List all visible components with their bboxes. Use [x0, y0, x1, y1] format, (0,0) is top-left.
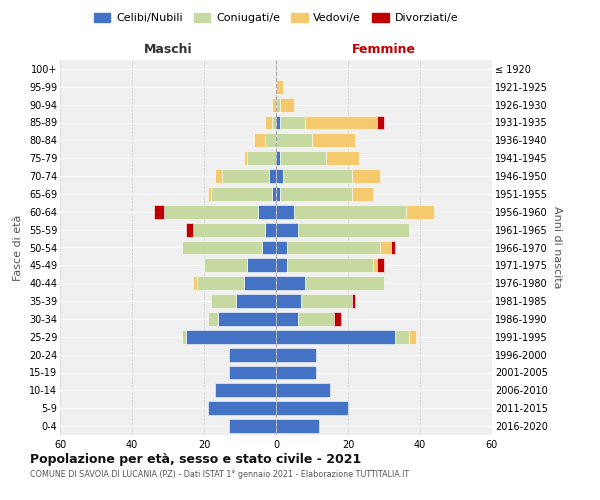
- Legend: Celibi/Nubili, Coniugati/e, Vedovi/e, Divorziati/e: Celibi/Nubili, Coniugati/e, Vedovi/e, Di…: [89, 8, 463, 28]
- Bar: [352, 294, 355, 308]
- Bar: [215, 169, 222, 183]
- Bar: [276, 366, 316, 380]
- Bar: [229, 348, 276, 362]
- Bar: [298, 312, 334, 326]
- Text: Femmine: Femmine: [352, 44, 416, 57]
- Bar: [272, 187, 276, 201]
- Bar: [211, 294, 236, 308]
- Bar: [265, 116, 272, 130]
- Bar: [283, 169, 352, 183]
- Bar: [229, 419, 276, 433]
- Bar: [247, 151, 276, 165]
- Bar: [305, 116, 377, 130]
- Bar: [154, 205, 164, 219]
- Bar: [287, 240, 380, 254]
- Bar: [254, 134, 265, 147]
- Bar: [280, 98, 294, 112]
- Bar: [276, 80, 283, 94]
- Bar: [204, 258, 247, 272]
- Bar: [352, 187, 373, 201]
- Bar: [373, 258, 377, 272]
- Bar: [265, 222, 276, 236]
- Bar: [409, 330, 416, 344]
- Bar: [258, 205, 276, 219]
- Bar: [298, 222, 409, 236]
- Bar: [208, 187, 211, 201]
- Bar: [276, 169, 283, 183]
- Bar: [186, 222, 193, 236]
- Bar: [218, 312, 276, 326]
- Bar: [222, 169, 269, 183]
- Bar: [276, 240, 287, 254]
- Bar: [276, 294, 301, 308]
- Bar: [380, 240, 391, 254]
- Bar: [352, 169, 380, 183]
- Bar: [276, 151, 280, 165]
- Bar: [208, 401, 276, 415]
- Bar: [276, 330, 395, 344]
- Bar: [391, 240, 395, 254]
- Bar: [276, 312, 298, 326]
- Bar: [276, 401, 348, 415]
- Bar: [276, 134, 312, 147]
- Bar: [193, 222, 265, 236]
- Bar: [377, 116, 384, 130]
- Bar: [377, 258, 384, 272]
- Bar: [236, 294, 276, 308]
- Y-axis label: Fasce di età: Fasce di età: [13, 214, 23, 280]
- Bar: [276, 205, 294, 219]
- Bar: [272, 116, 276, 130]
- Bar: [280, 151, 326, 165]
- Bar: [208, 312, 218, 326]
- Bar: [280, 187, 352, 201]
- Text: Popolazione per età, sesso e stato civile - 2021: Popolazione per età, sesso e stato civil…: [30, 452, 361, 466]
- Bar: [276, 116, 280, 130]
- Bar: [276, 98, 280, 112]
- Bar: [276, 348, 316, 362]
- Bar: [193, 276, 197, 290]
- Bar: [287, 258, 373, 272]
- Bar: [276, 258, 287, 272]
- Bar: [276, 419, 319, 433]
- Bar: [406, 205, 434, 219]
- Text: Maschi: Maschi: [143, 44, 193, 57]
- Bar: [395, 330, 409, 344]
- Bar: [276, 187, 280, 201]
- Bar: [211, 187, 272, 201]
- Bar: [312, 134, 355, 147]
- Bar: [272, 98, 276, 112]
- Bar: [182, 330, 186, 344]
- Bar: [334, 312, 341, 326]
- Bar: [276, 222, 298, 236]
- Y-axis label: Anni di nascita: Anni di nascita: [551, 206, 562, 289]
- Bar: [182, 240, 262, 254]
- Bar: [276, 276, 305, 290]
- Bar: [186, 330, 276, 344]
- Bar: [280, 116, 305, 130]
- Bar: [265, 134, 276, 147]
- Bar: [247, 258, 276, 272]
- Bar: [197, 276, 244, 290]
- Bar: [262, 240, 276, 254]
- Text: COMUNE DI SAVOIA DI LUCANIA (PZ) - Dati ISTAT 1° gennaio 2021 - Elaborazione TUT: COMUNE DI SAVOIA DI LUCANIA (PZ) - Dati …: [30, 470, 409, 479]
- Bar: [244, 276, 276, 290]
- Bar: [229, 366, 276, 380]
- Bar: [276, 384, 330, 398]
- Bar: [164, 205, 258, 219]
- Bar: [244, 151, 247, 165]
- Bar: [215, 384, 276, 398]
- Bar: [305, 276, 384, 290]
- Bar: [301, 294, 352, 308]
- Bar: [294, 205, 406, 219]
- Bar: [326, 151, 359, 165]
- Bar: [269, 169, 276, 183]
